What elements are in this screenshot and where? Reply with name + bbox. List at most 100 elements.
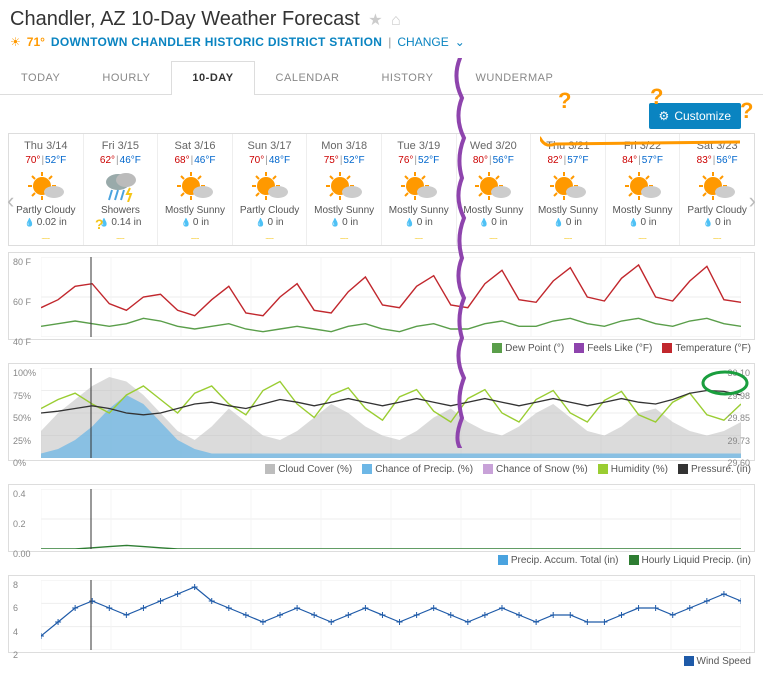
droplet-icon: 💧 (629, 218, 639, 227)
tab-wundermap[interactable]: WUNDERMAP (454, 61, 574, 94)
day-icon (623, 170, 663, 202)
pollen-icon: ﹏ (384, 230, 454, 241)
pollen-icon: ﹏ (608, 230, 678, 241)
day-condition: Mostly Sunny (533, 205, 603, 216)
day-icon (250, 170, 290, 202)
day-column[interactable]: Mon 3/18 75°|52°F Mostly Sunny💧0 in ﹏ (307, 134, 382, 245)
temperature-legend: Dew Point (°) Feels Like (°F) Temperature … (0, 340, 763, 357)
pollen-icon: ﹏ (459, 230, 529, 241)
pollen-icon: ﹏ (160, 230, 230, 241)
pollen-icon: ﹏ (86, 230, 156, 241)
precip-legend: Precip. Accum. Total (in)Hourly Liquid P… (0, 552, 763, 569)
droplet-icon: 💧 (405, 218, 415, 227)
day-condition: Partly Cloudy (235, 205, 305, 216)
legend-item: Temperature (°F) (662, 343, 751, 354)
day-precip: 💧0 in (608, 217, 678, 228)
tab-today[interactable]: TODAY (0, 61, 81, 94)
tab-calendar[interactable]: CALENDAR (255, 61, 361, 94)
prev-arrow-icon[interactable]: ‹ (3, 184, 18, 218)
droplet-icon: 💧 (479, 218, 489, 227)
day-precip: 💧0 in (309, 217, 379, 228)
droplet-icon: 💧 (181, 218, 191, 227)
day-column[interactable]: Fri 3/2284°|57°FMostly Sunny💧0 in﹏ (606, 134, 681, 245)
legend-item: Chance of Snow (%) (483, 464, 588, 475)
legend-item: Humidity (%) (598, 464, 668, 475)
day-icon (697, 170, 737, 202)
day-temps: 76°|52°F (384, 155, 454, 166)
pollen-icon: ﹏ (11, 230, 81, 241)
wind-legend: Wind Speed (0, 653, 763, 670)
day-header: Wed 3/20 (459, 140, 529, 152)
humidity-chart: 100%75%50%25%0%30.1029.9829.8529.7329.60 (8, 363, 755, 461)
pollen-icon: ﹏ (533, 230, 603, 241)
day-temps: 70°|52°F (11, 155, 81, 166)
day-header: Sun 3/17 (235, 140, 305, 152)
droplet-icon: 💧 (99, 218, 109, 227)
droplet-icon: 💧 (25, 218, 35, 227)
day-icon (473, 170, 513, 202)
day-temps: 75°|52°F (309, 155, 379, 166)
temperature-chart: 80 F60 F40 F (8, 252, 755, 340)
day-condition: Mostly Sunny (608, 205, 678, 216)
day-header: Thu 3/14 (11, 140, 81, 152)
day-column[interactable]: Tue 3/1976°|52°FMostly Sunny💧0 in﹏ (382, 134, 457, 245)
day-precip: 💧0.02 in (11, 217, 81, 228)
day-condition: Mostly Sunny (309, 205, 379, 216)
day-header: Thu 3/21 (533, 140, 603, 152)
page-title: Chandler, AZ 10-Day Weather Forecast (10, 8, 360, 30)
day-condition: Showers (86, 205, 156, 216)
current-temp: 71° (27, 35, 45, 49)
humidity-legend: Cloud Cover (%)Chance of Precip. (%)Chan… (0, 461, 763, 478)
home-icon[interactable]: ⌂ (391, 12, 401, 29)
legend-item: Feels Like (°F) (574, 343, 652, 354)
day-condition: Mostly Sunny (160, 205, 230, 216)
day-precip: 💧0 in (235, 217, 305, 228)
next-arrow-icon[interactable]: › (745, 184, 760, 218)
pollen-icon: ﹏ (235, 230, 305, 241)
day-temps: 62°|46°F (86, 155, 156, 166)
droplet-icon: 💧 (703, 218, 713, 227)
day-column[interactable]: Sat 3/1668°|46°FMostly Sunny💧0 in﹏ (158, 134, 233, 245)
gear-icon: ⚙ (659, 109, 670, 123)
chevron-down-icon[interactable]: ⌄ (455, 35, 465, 49)
day-icon (324, 170, 364, 202)
day-column[interactable]: Thu 3/1470°|52°FPartly Cloudy💧0.02 in﹏ (9, 134, 84, 245)
wind-chart: 8642 (8, 575, 755, 653)
day-temps: 80°|56°F (459, 155, 529, 166)
legend-item: Dew Point (°) (492, 343, 564, 354)
day-header: Mon 3/18 (309, 140, 379, 152)
droplet-icon: 💧 (554, 218, 564, 227)
header: Chandler, AZ 10-Day Weather Forecast ★ ⌂… (0, 0, 763, 53)
day-header: Sat 3/23 (682, 140, 752, 152)
day-temps: 82°|57°F (533, 155, 603, 166)
day-column[interactable]: Wed 3/20 80°|56°F Mostly Sunny💧0 in ﹏ (457, 134, 532, 245)
tab-hourly[interactable]: HOURLY (81, 61, 171, 94)
change-link[interactable]: CHANGE (397, 35, 448, 49)
pollen-icon: ﹏ (309, 230, 379, 241)
day-header: Fri 3/22 (608, 140, 678, 152)
day-condition: Mostly Sunny (459, 205, 529, 216)
customize-label: Customize (674, 109, 731, 123)
customize-button[interactable]: ⚙ Customize (649, 103, 741, 129)
tab-10day[interactable]: 10-DAY (171, 61, 254, 95)
day-column[interactable]: Sat 3/2383°|56°FPartly Cloudy💧0 in﹏ (680, 134, 754, 245)
day-precip: 💧0 in (384, 217, 454, 228)
day-temps: 83°|56°F (682, 155, 752, 166)
day-precip: 💧0 in (459, 217, 529, 228)
day-precip: 💧0.14 in (86, 217, 156, 228)
tab-history[interactable]: HISTORY (360, 61, 454, 94)
day-column[interactable]: Fri 3/1562°|46°FShowers💧0.14 in﹏ (84, 134, 159, 245)
day-column[interactable]: Sun 3/1770°|48°FPartly Cloudy💧0 in﹏ (233, 134, 308, 245)
station-link[interactable]: DOWNTOWN CHANDLER HISTORIC DISTRICT STAT… (51, 35, 382, 49)
separator: | (388, 35, 391, 49)
day-icon (175, 170, 215, 202)
forecast-strip: ‹ › Thu 3/1470°|52°FPartly Cloudy💧0.02 i… (8, 133, 755, 246)
station-line: ☀ 71° DOWNTOWN CHANDLER HISTORIC DISTRIC… (10, 35, 753, 49)
droplet-icon: 💧 (256, 218, 266, 227)
favorite-icon[interactable]: ★ (368, 12, 382, 29)
legend-item: Chance of Precip. (%) (362, 464, 473, 475)
legend-item: Hourly Liquid Precip. (in) (629, 555, 752, 566)
tabs: TODAY HOURLY 10-DAY CALENDAR HISTORY WUN… (0, 61, 763, 95)
day-column[interactable]: Thu 3/2182°|57°FMostly Sunny💧0 in﹏ (531, 134, 606, 245)
precip-chart: 0.40.20.00 (8, 484, 755, 552)
